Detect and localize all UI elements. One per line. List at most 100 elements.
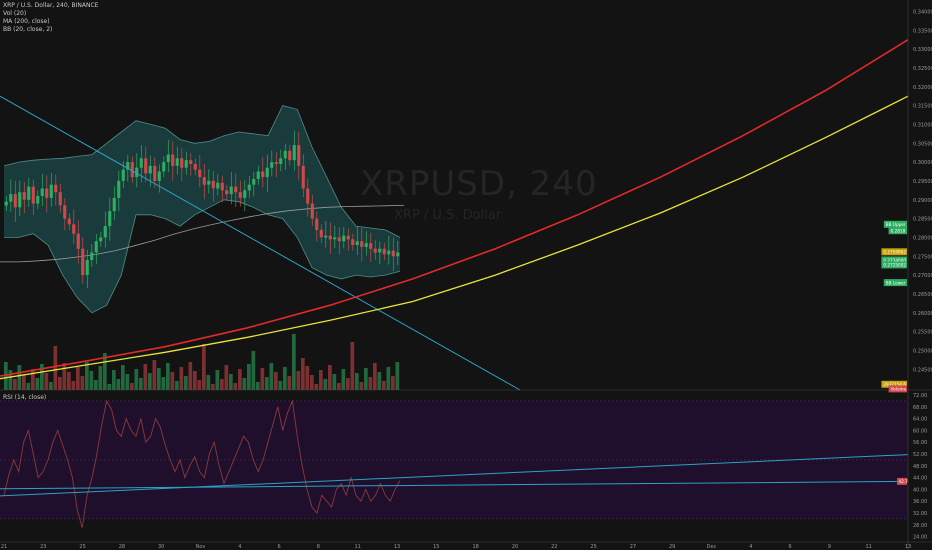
candle-body[interactable] bbox=[171, 154, 175, 166]
candle-body[interactable] bbox=[328, 235, 332, 240]
candle-body[interactable] bbox=[180, 158, 184, 168]
candle-body[interactable] bbox=[319, 229, 323, 238]
candle-body[interactable] bbox=[229, 186, 233, 195]
candle-body[interactable] bbox=[391, 250, 395, 257]
candle-body[interactable] bbox=[243, 190, 247, 198]
candle-body[interactable] bbox=[324, 235, 328, 238]
price-pane[interactable] bbox=[0, 2, 909, 391]
candle-body[interactable] bbox=[36, 196, 40, 204]
candle-body[interactable] bbox=[252, 179, 256, 185]
candle-body[interactable] bbox=[184, 160, 188, 168]
candle-body[interactable] bbox=[81, 248, 85, 276]
candle-body[interactable] bbox=[99, 237, 103, 242]
candle-body[interactable] bbox=[189, 160, 193, 164]
candle-body[interactable] bbox=[283, 150, 287, 159]
candle-body[interactable] bbox=[54, 184, 58, 193]
candle-body[interactable] bbox=[27, 186, 31, 200]
rsi-pane[interactable] bbox=[0, 399, 909, 528]
candle-body[interactable] bbox=[369, 243, 373, 249]
red-curve-line[interactable] bbox=[0, 39, 909, 377]
candle-body[interactable] bbox=[211, 180, 215, 189]
candle-body[interactable] bbox=[346, 235, 350, 240]
candle-body[interactable] bbox=[342, 235, 346, 242]
rsi-line[interactable] bbox=[3, 399, 401, 528]
candle-body[interactable] bbox=[63, 205, 67, 219]
legend-bb[interactable]: BB (20, close, 2) bbox=[3, 26, 53, 33]
candle-body[interactable] bbox=[270, 162, 274, 168]
candle-body[interactable] bbox=[247, 184, 251, 191]
candle-body[interactable] bbox=[94, 241, 98, 253]
candle-body[interactable] bbox=[31, 186, 35, 204]
legend-volume[interactable]: Vol (20) bbox=[3, 10, 27, 17]
candle-body[interactable] bbox=[306, 188, 310, 204]
candle-body[interactable] bbox=[297, 145, 301, 166]
candle-body[interactable] bbox=[373, 248, 377, 253]
candle-body[interactable] bbox=[202, 177, 206, 185]
candle-body[interactable] bbox=[198, 169, 202, 178]
candle-body[interactable] bbox=[310, 203, 314, 219]
candle-body[interactable] bbox=[13, 194, 17, 208]
candle-body[interactable] bbox=[153, 165, 157, 181]
candle-body[interactable] bbox=[387, 250, 391, 255]
candle-body[interactable] bbox=[225, 190, 229, 195]
candle-body[interactable] bbox=[355, 241, 359, 245]
candle-body[interactable] bbox=[256, 171, 260, 180]
candle-body[interactable] bbox=[157, 171, 161, 181]
candle-body[interactable] bbox=[234, 186, 238, 193]
candle-body[interactable] bbox=[193, 164, 197, 170]
candle-body[interactable] bbox=[292, 145, 296, 161]
candle-body[interactable] bbox=[58, 192, 62, 206]
candle-body[interactable] bbox=[175, 158, 179, 166]
descending-trendline[interactable] bbox=[0, 95, 521, 391]
candle-body[interactable] bbox=[22, 192, 26, 200]
candle-body[interactable] bbox=[103, 226, 107, 238]
candle-body[interactable] bbox=[40, 188, 44, 197]
legend-symbol[interactable]: XRP / U.S. Dollar, 240, BINANCE bbox=[3, 2, 99, 9]
candle-body[interactable] bbox=[18, 192, 22, 208]
candle-body[interactable] bbox=[162, 162, 166, 172]
candle-body[interactable] bbox=[333, 237, 337, 240]
rsi-rising-trendline[interactable] bbox=[0, 454, 909, 497]
candle-body[interactable] bbox=[396, 252, 400, 257]
candle-body[interactable] bbox=[301, 165, 305, 189]
candle-body[interactable] bbox=[315, 218, 319, 230]
candle-body[interactable] bbox=[220, 182, 224, 191]
candle-body[interactable] bbox=[144, 158, 148, 174]
candle-body[interactable] bbox=[76, 233, 80, 249]
candle-body[interactable] bbox=[337, 237, 341, 242]
candle-body[interactable] bbox=[126, 162, 130, 170]
candle-body[interactable] bbox=[382, 248, 386, 255]
candle-body[interactable] bbox=[261, 171, 265, 178]
candle-body[interactable] bbox=[135, 167, 139, 178]
legend-ma[interactable]: MA (200, close) bbox=[3, 18, 50, 25]
candle-body[interactable] bbox=[72, 224, 76, 234]
candle-body[interactable] bbox=[166, 154, 170, 163]
candle-body[interactable] bbox=[121, 169, 125, 181]
candle-body[interactable] bbox=[67, 218, 71, 225]
rsi-legend[interactable]: RSI (14, close) bbox=[3, 394, 47, 401]
candle-body[interactable] bbox=[90, 252, 94, 261]
candle-body[interactable] bbox=[207, 180, 211, 185]
candle-body[interactable] bbox=[378, 248, 382, 253]
candle-body[interactable] bbox=[45, 188, 49, 198]
candle-body[interactable] bbox=[216, 182, 220, 189]
yellow-curve-line[interactable] bbox=[0, 95, 909, 380]
rsi-flat-trendline[interactable] bbox=[0, 480, 909, 490]
candle-body[interactable] bbox=[85, 260, 89, 276]
candle-body[interactable] bbox=[360, 241, 364, 247]
candle-body[interactable] bbox=[130, 162, 134, 178]
candle-body[interactable] bbox=[112, 197, 116, 212]
candle-body[interactable] bbox=[238, 192, 242, 198]
candle-body[interactable] bbox=[108, 211, 112, 227]
candle-body[interactable] bbox=[117, 180, 121, 198]
candle-body[interactable] bbox=[288, 150, 292, 161]
candle-body[interactable] bbox=[274, 162, 278, 164]
candle-body[interactable] bbox=[279, 158, 283, 164]
candle-body[interactable] bbox=[9, 194, 13, 202]
candle-body[interactable] bbox=[139, 158, 143, 168]
candle-body[interactable] bbox=[351, 239, 355, 245]
candle-body[interactable] bbox=[265, 167, 269, 178]
candle-body[interactable] bbox=[148, 165, 152, 174]
candle-body[interactable] bbox=[49, 184, 53, 198]
